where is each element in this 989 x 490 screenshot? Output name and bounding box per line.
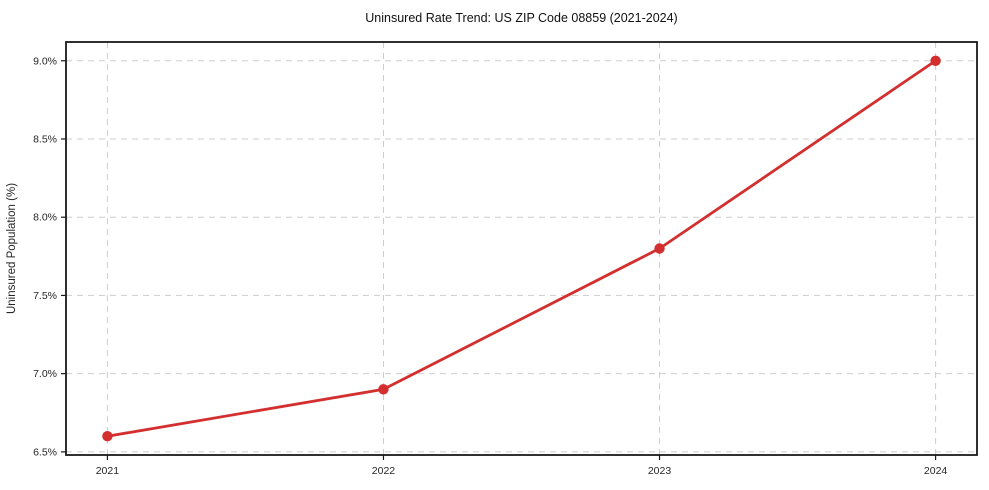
x-tick-label: 2022 <box>372 465 396 477</box>
plot-border <box>65 41 978 456</box>
data-point-marker <box>378 384 389 395</box>
axes: 6.5% 7.0% 7.5% 8.0% 8.5% 9.0% 2021 2022 2023 2024 <box>33 41 978 477</box>
series-layer <box>102 55 941 442</box>
gridlines <box>66 42 977 455</box>
x-tick-label: 2023 <box>648 465 672 477</box>
data-point-marker <box>654 243 665 254</box>
y-tick-label: 8.0% <box>33 212 57 224</box>
y-tick-label: 7.5% <box>33 290 57 302</box>
trend-line <box>106 59 937 438</box>
y-axis-label: Uninsured Population (%) <box>6 183 18 314</box>
y-tick-label: 8.5% <box>33 133 57 145</box>
y-tick-label: 9.0% <box>33 55 57 67</box>
x-tick-label: 2021 <box>96 465 120 477</box>
data-point-marker <box>930 55 941 66</box>
x-tick-label: 2024 <box>924 465 948 477</box>
data-point-marker <box>102 431 113 442</box>
y-tick-label: 7.0% <box>33 368 57 380</box>
chart-title: Uninsured Rate Trend: US ZIP Code 08859 … <box>365 11 677 25</box>
y-tick-label: 6.5% <box>33 446 57 458</box>
